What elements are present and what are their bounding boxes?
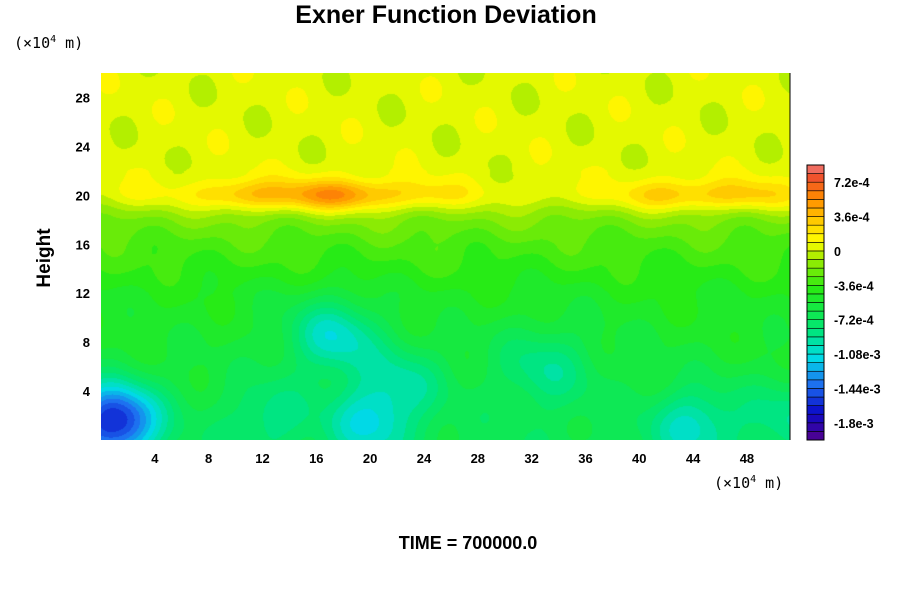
time-label: TIME = 700000.0 <box>399 533 538 553</box>
colorbar-segment <box>806 413 825 424</box>
colorbar-segment <box>806 379 825 389</box>
y-unit-exp: 4 <box>50 34 56 45</box>
y-unit-label: (×104 m) <box>14 34 83 52</box>
colorbar-tick-label: -1.8e-3 <box>834 417 874 431</box>
colorbar-segment <box>806 345 825 355</box>
colorbar-tick-labels: 7.2e-4 3.6e-4 0 -3.6e-4 -7.2e-4 -1.08e-3 -1.44… <box>834 176 881 431</box>
x-tick-label: 24 <box>417 451 432 466</box>
chart-title: Exner Function Deviation <box>295 1 596 29</box>
y-unit-tail: m) <box>56 34 83 52</box>
y-tick-label: 12 <box>76 286 90 301</box>
colorbar-segment <box>806 242 825 252</box>
colorbar-segment <box>806 233 825 243</box>
colorbar <box>806 164 825 441</box>
x-unit-exp: 4 <box>750 474 756 485</box>
x-tick-label: 36 <box>578 451 592 466</box>
x-tick-label: 8 <box>205 451 212 466</box>
plot-area <box>101 73 791 440</box>
colorbar-tick-label: -7.2e-4 <box>834 314 874 328</box>
x-unit-label: (×104 m) <box>714 474 783 492</box>
y-tick-label: 4 <box>83 384 91 399</box>
colorbar-tick-label: 3.6e-4 <box>834 211 869 225</box>
colorbar-frame <box>806 164 825 441</box>
x-unit-base: (×10 <box>714 474 750 492</box>
x-tick-labels: 4 8 12 16 20 24 28 32 36 40 44 48 <box>151 451 754 466</box>
colorbar-segment <box>806 302 825 312</box>
colorbar-segment <box>806 190 825 200</box>
colorbar-segment <box>806 293 825 303</box>
x-tick-label: 4 <box>151 451 159 466</box>
x-tick-label: 32 <box>524 451 538 466</box>
colorbar-segment <box>806 353 825 363</box>
y-tick-labels: 4 8 12 16 20 24 28 <box>76 90 91 399</box>
x-tick-label: 28 <box>471 451 485 466</box>
x-tick-label: 48 <box>740 451 754 466</box>
colorbar-tick-label: 7.2e-4 <box>834 176 869 190</box>
y-tick-label: 28 <box>76 90 90 105</box>
colorbar-segment <box>806 267 825 278</box>
colorbar-segment <box>806 388 825 398</box>
colorbar-segment <box>806 199 825 209</box>
colorbar-segment <box>806 216 825 226</box>
x-tick-label: 44 <box>686 451 701 466</box>
colorbar-segment <box>806 319 825 329</box>
colorbar-segment <box>806 327 825 338</box>
colorbar-segment <box>806 276 825 286</box>
colorbar-segment <box>806 181 825 192</box>
colorbar-segment <box>806 250 825 260</box>
y-tick-label: 8 <box>83 335 90 350</box>
colorbar-segment <box>806 422 825 432</box>
colorbar-segment <box>806 173 825 183</box>
colorbar-tick-label: -3.6e-4 <box>834 279 874 293</box>
colorbar-tick-label: 0 <box>834 245 841 259</box>
x-tick-label: 12 <box>255 451 269 466</box>
colorbar-segment <box>806 207 825 217</box>
colorbar-segment <box>806 370 825 381</box>
colorbar-tick-label: -1.08e-3 <box>834 348 881 362</box>
colorbar-segment <box>806 310 825 320</box>
y-tick-label: 16 <box>76 237 90 252</box>
colorbar-segment <box>806 336 825 346</box>
colorbar-segment <box>806 164 825 174</box>
y-tick-label: 24 <box>76 139 91 154</box>
x-unit-tail: m) <box>756 474 783 492</box>
contour-field <box>101 73 790 440</box>
colorbar-segment <box>806 431 825 441</box>
x-tick-label: 16 <box>309 451 323 466</box>
y-axis-title: Height <box>34 228 55 288</box>
x-tick-label: 20 <box>363 451 377 466</box>
colorbar-segment <box>806 224 825 235</box>
colorbar-tick-label: -1.44e-3 <box>834 382 881 396</box>
y-unit-base: (×10 <box>14 34 50 52</box>
y-tick-label: 20 <box>76 188 90 203</box>
x-tick-label: 40 <box>632 451 646 466</box>
colorbar-segment <box>806 285 825 295</box>
colorbar-segment <box>806 259 825 269</box>
colorbar-segment <box>806 405 825 415</box>
colorbar-segment <box>806 396 825 406</box>
colorbar-segment <box>806 362 825 372</box>
